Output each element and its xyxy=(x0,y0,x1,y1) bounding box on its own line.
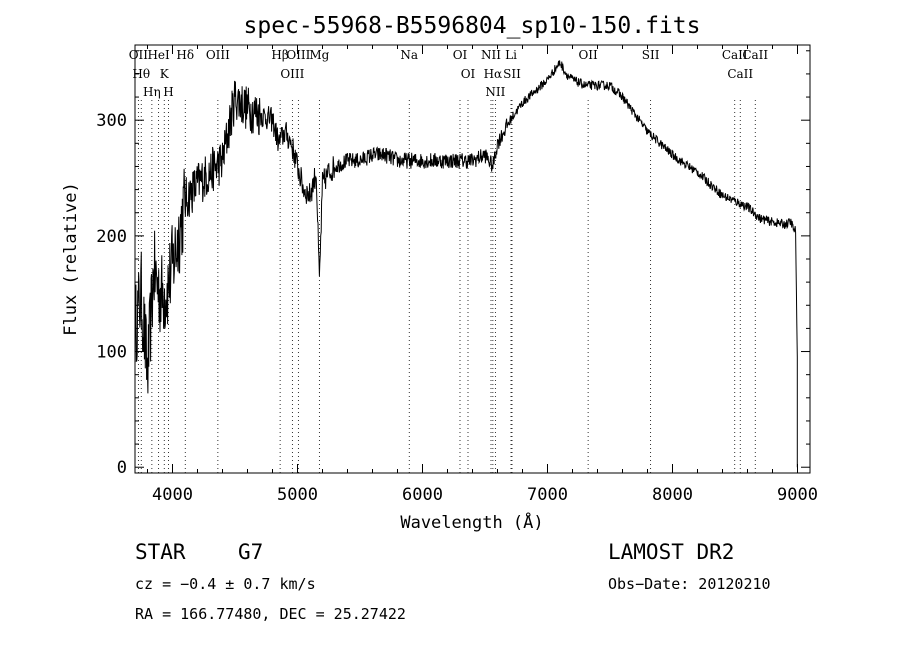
y-tick-label: 200 xyxy=(96,227,127,247)
obs-date: Obs−Date: 20120210 xyxy=(608,575,771,593)
line-label: Li xyxy=(505,48,517,62)
line-label: OII xyxy=(129,48,149,62)
line-label: CaII xyxy=(722,48,748,62)
y-axis-ticks: 0 100 200 300 xyxy=(96,50,810,478)
x-axis-ticks: 4000 5000 6000 7000 8000 9000 xyxy=(147,45,818,505)
line-label: CaII xyxy=(742,48,768,62)
x-tick-label: 8000 xyxy=(652,485,693,505)
line-label: OI xyxy=(453,48,468,62)
y-axis-label: Flux (relative) xyxy=(61,182,81,336)
line-label: Na xyxy=(400,48,418,62)
line-label: Hα xyxy=(484,67,503,81)
line-label: H xyxy=(163,85,173,99)
y-tick-label: 300 xyxy=(96,111,127,131)
line-label: CaII xyxy=(727,67,753,81)
line-label: SII xyxy=(503,67,521,81)
y-tick-label: 100 xyxy=(96,343,127,363)
line-label: OII xyxy=(578,48,598,62)
object-class: STAR xyxy=(135,540,186,564)
x-axis-label: Wavelength (Å) xyxy=(400,511,543,533)
chart-title: spec-55968-B5596804_sp10-150.fits xyxy=(244,13,701,39)
line-label: Hδ xyxy=(176,48,194,62)
x-tick-label: 9000 xyxy=(777,485,818,505)
redshift-readout: cz = −0.4 ± 0.7 km/s xyxy=(135,575,316,593)
line-label: Mg xyxy=(309,48,329,62)
survey-name: LAMOST DR2 xyxy=(608,540,734,564)
line-label: Hη xyxy=(143,85,161,99)
line-label: NII xyxy=(481,48,501,62)
line-label: K xyxy=(160,67,170,81)
line-label: Hβ xyxy=(271,48,288,62)
line-label: HeI xyxy=(147,48,170,62)
y-tick-label: 0 xyxy=(117,458,127,478)
x-tick-label: 7000 xyxy=(527,485,568,505)
x-tick-label: 4000 xyxy=(152,485,193,505)
object-subclass: G7 xyxy=(238,540,263,564)
line-label: Hθ xyxy=(132,67,150,81)
x-tick-label: 5000 xyxy=(277,485,318,505)
spectrum-series-line xyxy=(134,60,798,468)
line-label: NII xyxy=(485,85,505,99)
coordinates: RA = 166.77480, DEC = 25.27422 xyxy=(135,605,406,623)
line-label: SII xyxy=(642,48,660,62)
x-tick-label: 6000 xyxy=(402,485,443,505)
line-label: OIII xyxy=(280,67,304,81)
line-label: OIII xyxy=(286,48,310,62)
line-label: OI xyxy=(461,67,476,81)
line-label: OIII xyxy=(206,48,230,62)
